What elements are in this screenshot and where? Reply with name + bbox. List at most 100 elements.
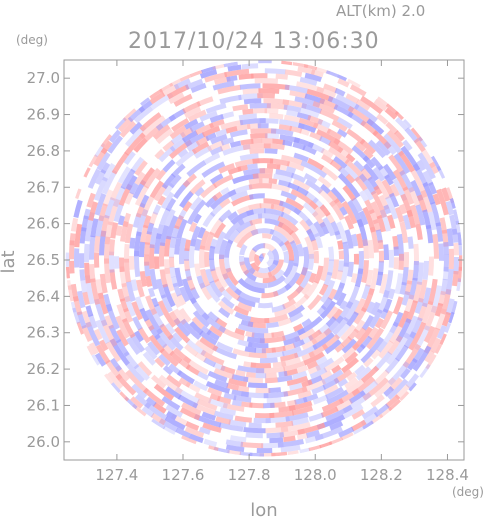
radar-cell bbox=[240, 319, 254, 328]
radar-cell bbox=[188, 221, 198, 233]
radar-cell bbox=[259, 168, 274, 174]
radar-cell bbox=[250, 262, 260, 272]
radar-cell bbox=[205, 132, 217, 142]
radar-cell bbox=[115, 315, 130, 339]
radar-cell bbox=[283, 435, 296, 443]
radar-cell bbox=[161, 396, 181, 411]
radar-cell bbox=[383, 141, 397, 155]
radar-cell bbox=[323, 315, 344, 337]
radar-cell bbox=[218, 239, 228, 260]
radar-cell bbox=[303, 351, 325, 366]
radar-cell bbox=[281, 154, 303, 166]
radar-cell bbox=[443, 242, 449, 255]
radar-cell bbox=[301, 379, 327, 393]
radar-cell bbox=[184, 426, 205, 438]
radar-cell bbox=[301, 102, 323, 114]
radar-cell bbox=[376, 113, 389, 125]
radar-cell bbox=[164, 322, 176, 335]
radar-cell bbox=[318, 283, 329, 296]
radar-cell bbox=[139, 307, 150, 322]
radar-cell bbox=[220, 119, 244, 130]
radar-cell bbox=[379, 406, 393, 419]
radar-cell bbox=[222, 144, 251, 156]
radar-cell bbox=[297, 66, 316, 75]
radar-cell bbox=[396, 332, 411, 352]
radar-cell bbox=[207, 370, 228, 383]
radar-cell bbox=[311, 328, 332, 345]
radar-cell bbox=[323, 83, 338, 93]
radar-cell bbox=[402, 119, 412, 129]
radar-cell bbox=[287, 399, 297, 407]
radar-cell bbox=[75, 188, 82, 199]
radar-cell bbox=[103, 293, 113, 312]
radar-cell bbox=[109, 239, 116, 256]
radar-cell bbox=[368, 139, 387, 159]
radar-cell bbox=[241, 63, 259, 70]
radar-cell bbox=[70, 283, 79, 302]
radar-cell bbox=[387, 335, 403, 355]
radar-cell bbox=[286, 375, 309, 386]
radar-cell bbox=[392, 311, 404, 328]
radar-cell bbox=[104, 221, 114, 245]
radar-cell bbox=[193, 213, 202, 224]
radar-cell bbox=[226, 75, 238, 82]
radar-cell bbox=[333, 198, 344, 209]
radar-cell bbox=[407, 358, 418, 371]
radar-cell bbox=[386, 348, 401, 365]
radar-cell bbox=[418, 279, 428, 303]
radar-cell bbox=[354, 327, 367, 340]
radar-cell bbox=[143, 167, 161, 189]
radar-cell bbox=[361, 365, 380, 383]
radar-cell bbox=[263, 391, 289, 399]
radar-cell bbox=[125, 124, 147, 147]
radar-cell bbox=[351, 197, 363, 213]
radar-cell bbox=[88, 154, 98, 168]
radar-cell bbox=[457, 266, 463, 283]
radar-cell bbox=[178, 237, 187, 265]
radar-cell bbox=[308, 444, 322, 452]
radar-cell bbox=[249, 452, 264, 457]
radar-cell bbox=[308, 200, 326, 219]
radar-cell bbox=[152, 402, 167, 414]
radar-cell bbox=[401, 267, 409, 286]
radar-cell bbox=[134, 171, 146, 186]
radar-cell bbox=[265, 372, 277, 379]
radar-cell bbox=[436, 165, 446, 179]
radar-cell bbox=[200, 268, 211, 287]
radar-cell bbox=[284, 84, 308, 94]
radar-cell bbox=[404, 280, 413, 296]
radar-cell bbox=[326, 305, 339, 320]
radar-cell bbox=[384, 107, 398, 120]
radar-cell bbox=[191, 316, 205, 330]
radar-cell bbox=[381, 179, 395, 198]
radar-cell bbox=[319, 370, 333, 381]
radar-cell bbox=[370, 394, 385, 408]
radar-cell bbox=[150, 412, 166, 426]
radar-cell bbox=[304, 236, 315, 259]
radar-cell bbox=[301, 338, 318, 350]
radar-cell bbox=[159, 224, 170, 247]
radar-cell bbox=[321, 154, 334, 165]
radar-cell bbox=[164, 235, 172, 257]
radar-cell bbox=[275, 169, 295, 179]
radar-cell bbox=[402, 343, 421, 368]
radar-cell bbox=[331, 364, 342, 374]
radar-cell bbox=[342, 241, 350, 267]
radar-cell bbox=[209, 325, 223, 337]
radar-cell bbox=[403, 331, 417, 349]
radar-cell bbox=[393, 246, 399, 256]
radar-cell bbox=[313, 221, 325, 238]
radar-cell bbox=[351, 409, 365, 420]
radar-cell bbox=[293, 207, 314, 227]
radar-cell bbox=[384, 357, 400, 374]
radar-cell bbox=[95, 344, 111, 365]
radar-cell bbox=[176, 370, 195, 385]
y-tick-label: 26.1 bbox=[27, 396, 60, 414]
radar-cell bbox=[203, 438, 218, 448]
radar-cell bbox=[149, 180, 164, 199]
radar-cell bbox=[184, 239, 192, 252]
radar-cell bbox=[267, 275, 286, 288]
radar-cell bbox=[133, 137, 148, 153]
radar-cell bbox=[200, 349, 225, 366]
radar-cell bbox=[243, 98, 262, 105]
